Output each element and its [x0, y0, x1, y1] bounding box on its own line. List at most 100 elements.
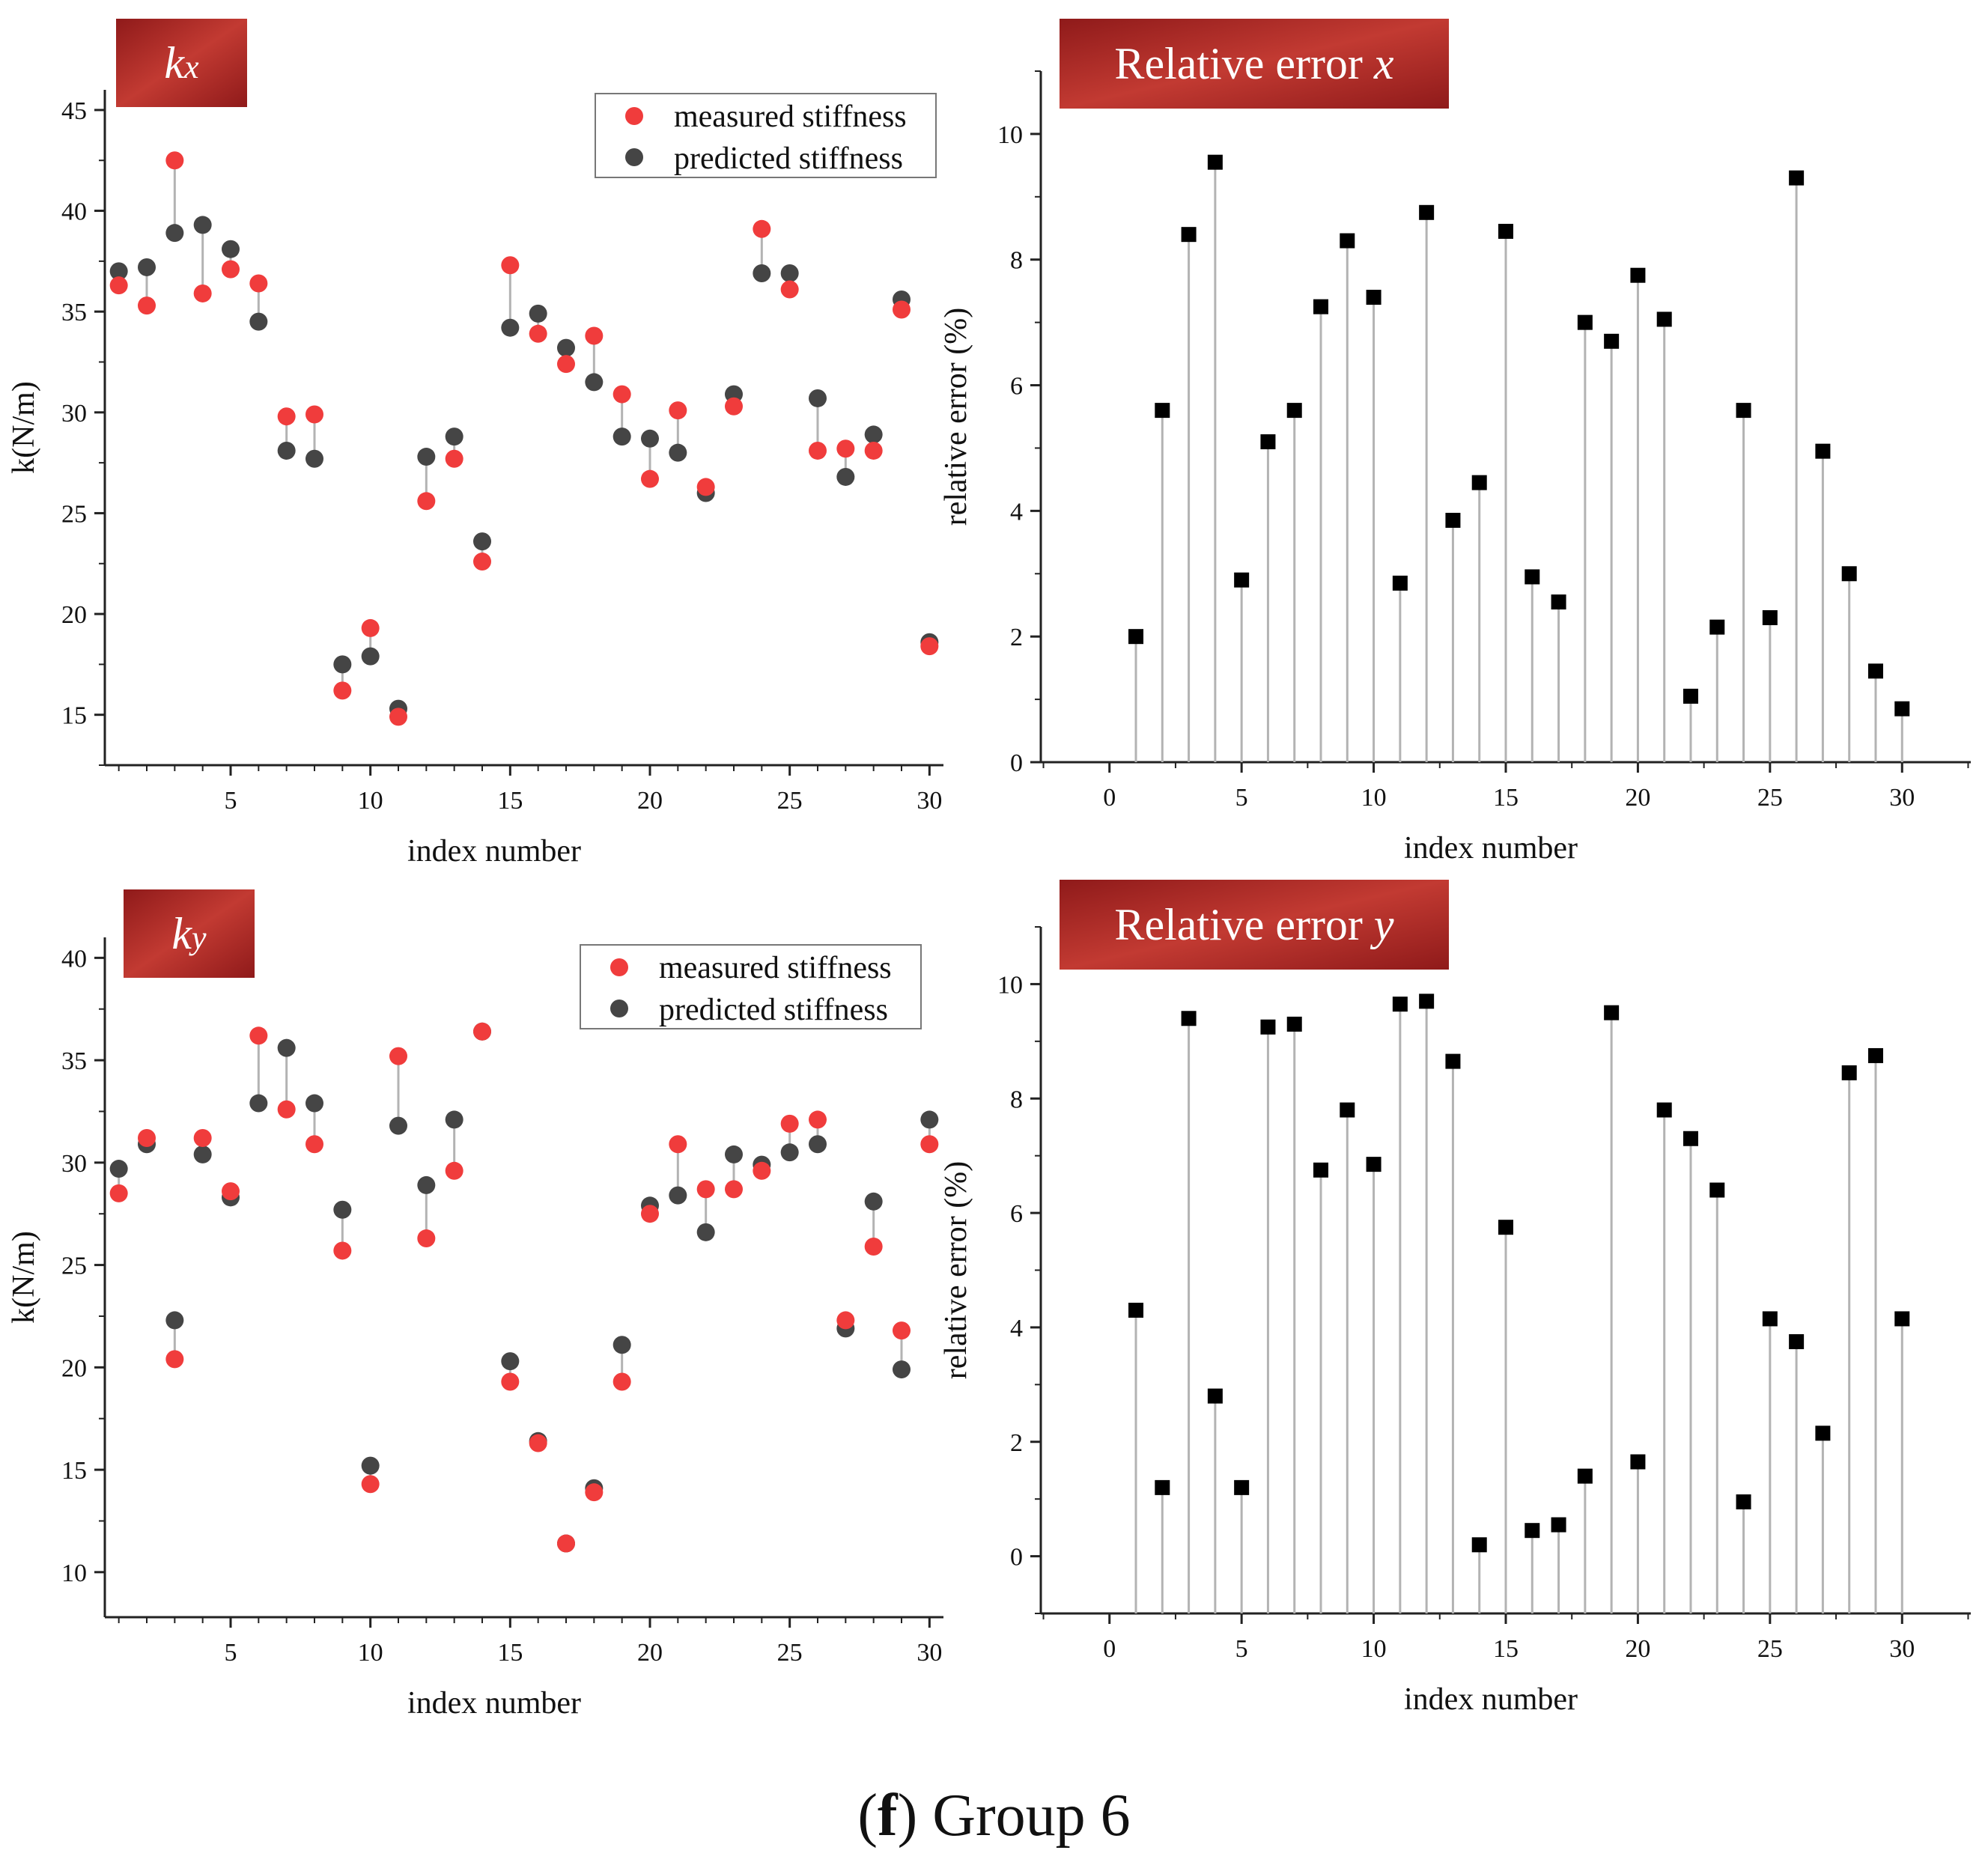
measured-point [109, 276, 128, 295]
predicted-point [109, 262, 128, 281]
error-marker [1419, 204, 1435, 220]
y-tick-label: 15 [61, 702, 87, 730]
x-axis-title: index number [1404, 831, 1578, 865]
x-tick-label: 10 [358, 1639, 383, 1667]
predicted-point [445, 1110, 463, 1129]
predicted-point [165, 1311, 184, 1330]
y-tick-label: 10 [997, 121, 1023, 149]
error-marker [1207, 154, 1223, 170]
predicted-point [669, 443, 687, 462]
x-tick-label: 20 [637, 1639, 663, 1667]
measured-point [138, 1129, 156, 1148]
badge-subscript: y [1370, 900, 1394, 949]
badge-main: Relative error [1114, 39, 1374, 88]
measured-point [222, 1182, 240, 1201]
x-axis-title: index number [1404, 1682, 1578, 1717]
error-marker [1445, 1053, 1461, 1069]
badge-subscript: x [1373, 39, 1394, 88]
error-marker [1128, 629, 1144, 645]
y-tick-label: 20 [61, 1354, 87, 1382]
predicted-point [809, 389, 827, 407]
error-marker [1656, 311, 1672, 327]
error-marker [1525, 1523, 1540, 1539]
predicted-point [585, 373, 604, 392]
predicted-point [165, 224, 184, 243]
measured-point [753, 219, 771, 238]
badge-main: k [171, 909, 192, 958]
x-tick-label: 10 [1361, 1635, 1387, 1663]
predicted-point [473, 532, 491, 551]
error-marker [1762, 610, 1778, 626]
y-axis-title: relative error (%) [939, 1161, 973, 1379]
error-marker [1286, 1016, 1302, 1032]
error-marker [1841, 1065, 1857, 1080]
legend-predicted-marker [610, 1000, 628, 1017]
error-marker [1234, 1479, 1250, 1495]
y-tick-label: 8 [1010, 1086, 1023, 1113]
error-marker [1736, 1494, 1751, 1509]
measured-point [389, 708, 407, 726]
error-marker [1313, 1162, 1329, 1178]
measured-point [529, 1434, 547, 1452]
y-tick-label: 4 [1010, 498, 1023, 526]
x-tick-label: 20 [637, 787, 663, 815]
panel-relative-error-y: 0 5 10 15 20 25 30 0 2 4 6 8 10 index number relative … [939, 880, 1971, 1717]
measured-point [780, 1114, 799, 1133]
predicted-point [417, 448, 436, 466]
title-badge-label: ky [171, 909, 207, 958]
error-marker [1392, 575, 1408, 591]
x-tick-label: 30 [917, 1639, 942, 1667]
x-tick-label: 10 [358, 787, 383, 815]
error-marker [1366, 290, 1381, 305]
predicted-point [612, 1336, 631, 1354]
error-marker [1604, 1005, 1620, 1020]
predicted-point [780, 1143, 799, 1162]
error-marker [1867, 663, 1883, 679]
y-tick-label: 25 [61, 1253, 87, 1280]
measured-point [333, 681, 352, 700]
measured-point [361, 1475, 380, 1494]
x-tick-label: 30 [917, 787, 942, 815]
y-tick-label: 10 [997, 971, 1023, 999]
measured-point [417, 1229, 436, 1248]
predicted-point [193, 216, 212, 234]
error-marker [1682, 1131, 1698, 1146]
predicted-point [725, 1145, 743, 1163]
measured-point [864, 441, 883, 460]
measured-point [836, 1311, 855, 1330]
measured-point [501, 1372, 520, 1391]
predicted-point [193, 1145, 212, 1163]
legend-measured-label: measured stiffness [674, 100, 907, 134]
error-marker [1815, 443, 1831, 459]
error-marker [1155, 1479, 1170, 1495]
measured-point [306, 1135, 323, 1154]
predicted-point [501, 318, 520, 337]
measured-point [669, 1135, 687, 1154]
x-tick-label: 5 [1235, 784, 1248, 812]
error-marker [1789, 170, 1805, 186]
measured-point [501, 256, 520, 275]
badge-subscript: y [189, 919, 207, 956]
y-axis-title: k(N/m) [7, 1231, 41, 1324]
predicted-point [389, 1116, 407, 1135]
figure-caption: (f) Group 6 [857, 1783, 1131, 1849]
predicted-point [109, 1160, 128, 1178]
predicted-point [864, 425, 883, 444]
predicted-point [529, 304, 547, 323]
predicted-point [557, 338, 575, 357]
panel-ky: 5 10 15 20 25 30 10 15 20 25 30 35 40 index number k(N… [7, 889, 943, 1721]
x-tick-label: 0 [1103, 1635, 1116, 1663]
measured-point [277, 407, 296, 426]
error-marker [1709, 619, 1725, 635]
x-tick-label: 0 [1103, 784, 1116, 812]
measured-point [473, 553, 491, 571]
caption-text: Group 6 [932, 1783, 1131, 1849]
x-tick-label: 5 [225, 787, 237, 815]
measured-point [277, 1100, 296, 1119]
error-marker [1682, 688, 1698, 704]
predicted-point [306, 1094, 323, 1113]
error-marker [1815, 1426, 1831, 1441]
predicted-point [138, 258, 156, 276]
error-marker [1234, 572, 1250, 588]
predicted-point [249, 1094, 268, 1113]
